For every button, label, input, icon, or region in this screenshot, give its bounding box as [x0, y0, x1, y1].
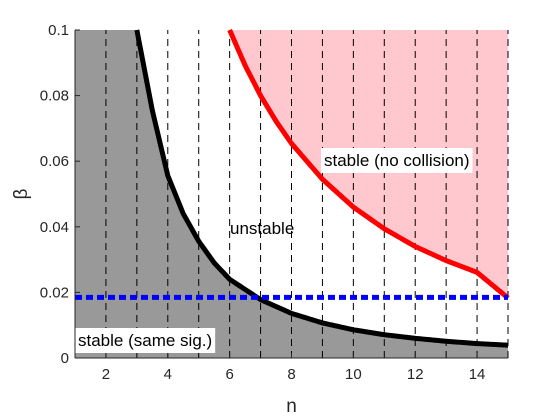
- stable-same-sig-region: [75, 30, 508, 358]
- x-tick-label: 10: [345, 366, 362, 383]
- y-tick-label: 0: [61, 350, 69, 367]
- y-tick-label: 0.04: [40, 219, 69, 236]
- unstable-label: unstable: [230, 219, 294, 238]
- red-curve: [227, 28, 510, 300]
- no-collision-label-bg: [321, 148, 473, 173]
- axes: 2 4 6 8 10 12 14 0 0.02 0.04 0.06 0.08 0.1: [40, 22, 508, 383]
- x-tick-label: 12: [407, 366, 424, 383]
- x-tick-label: 8: [287, 366, 295, 383]
- x-tick-label: 14: [469, 366, 486, 383]
- y-tick-label: 0.02: [40, 284, 69, 301]
- x-axis-label: n: [286, 396, 297, 417]
- x-tick-label: 6: [225, 366, 233, 383]
- black-curve: [134, 29, 509, 348]
- curves: [75, 28, 510, 348]
- same-sig-label-bg: [75, 328, 216, 353]
- same-sig-label: stable (same sig.): [78, 331, 212, 350]
- y-tick-label: 0.1: [48, 22, 69, 39]
- y-axis-label: β: [11, 188, 32, 199]
- x-tick-label: 2: [102, 366, 110, 383]
- y-tick-label: 0.08: [40, 88, 69, 105]
- no-collision-label: stable (no collision): [324, 151, 470, 170]
- y-tick-label: 0.06: [40, 153, 69, 170]
- vertical-dashed-lines: [74, 30, 509, 358]
- x-tick-label: 4: [164, 366, 172, 383]
